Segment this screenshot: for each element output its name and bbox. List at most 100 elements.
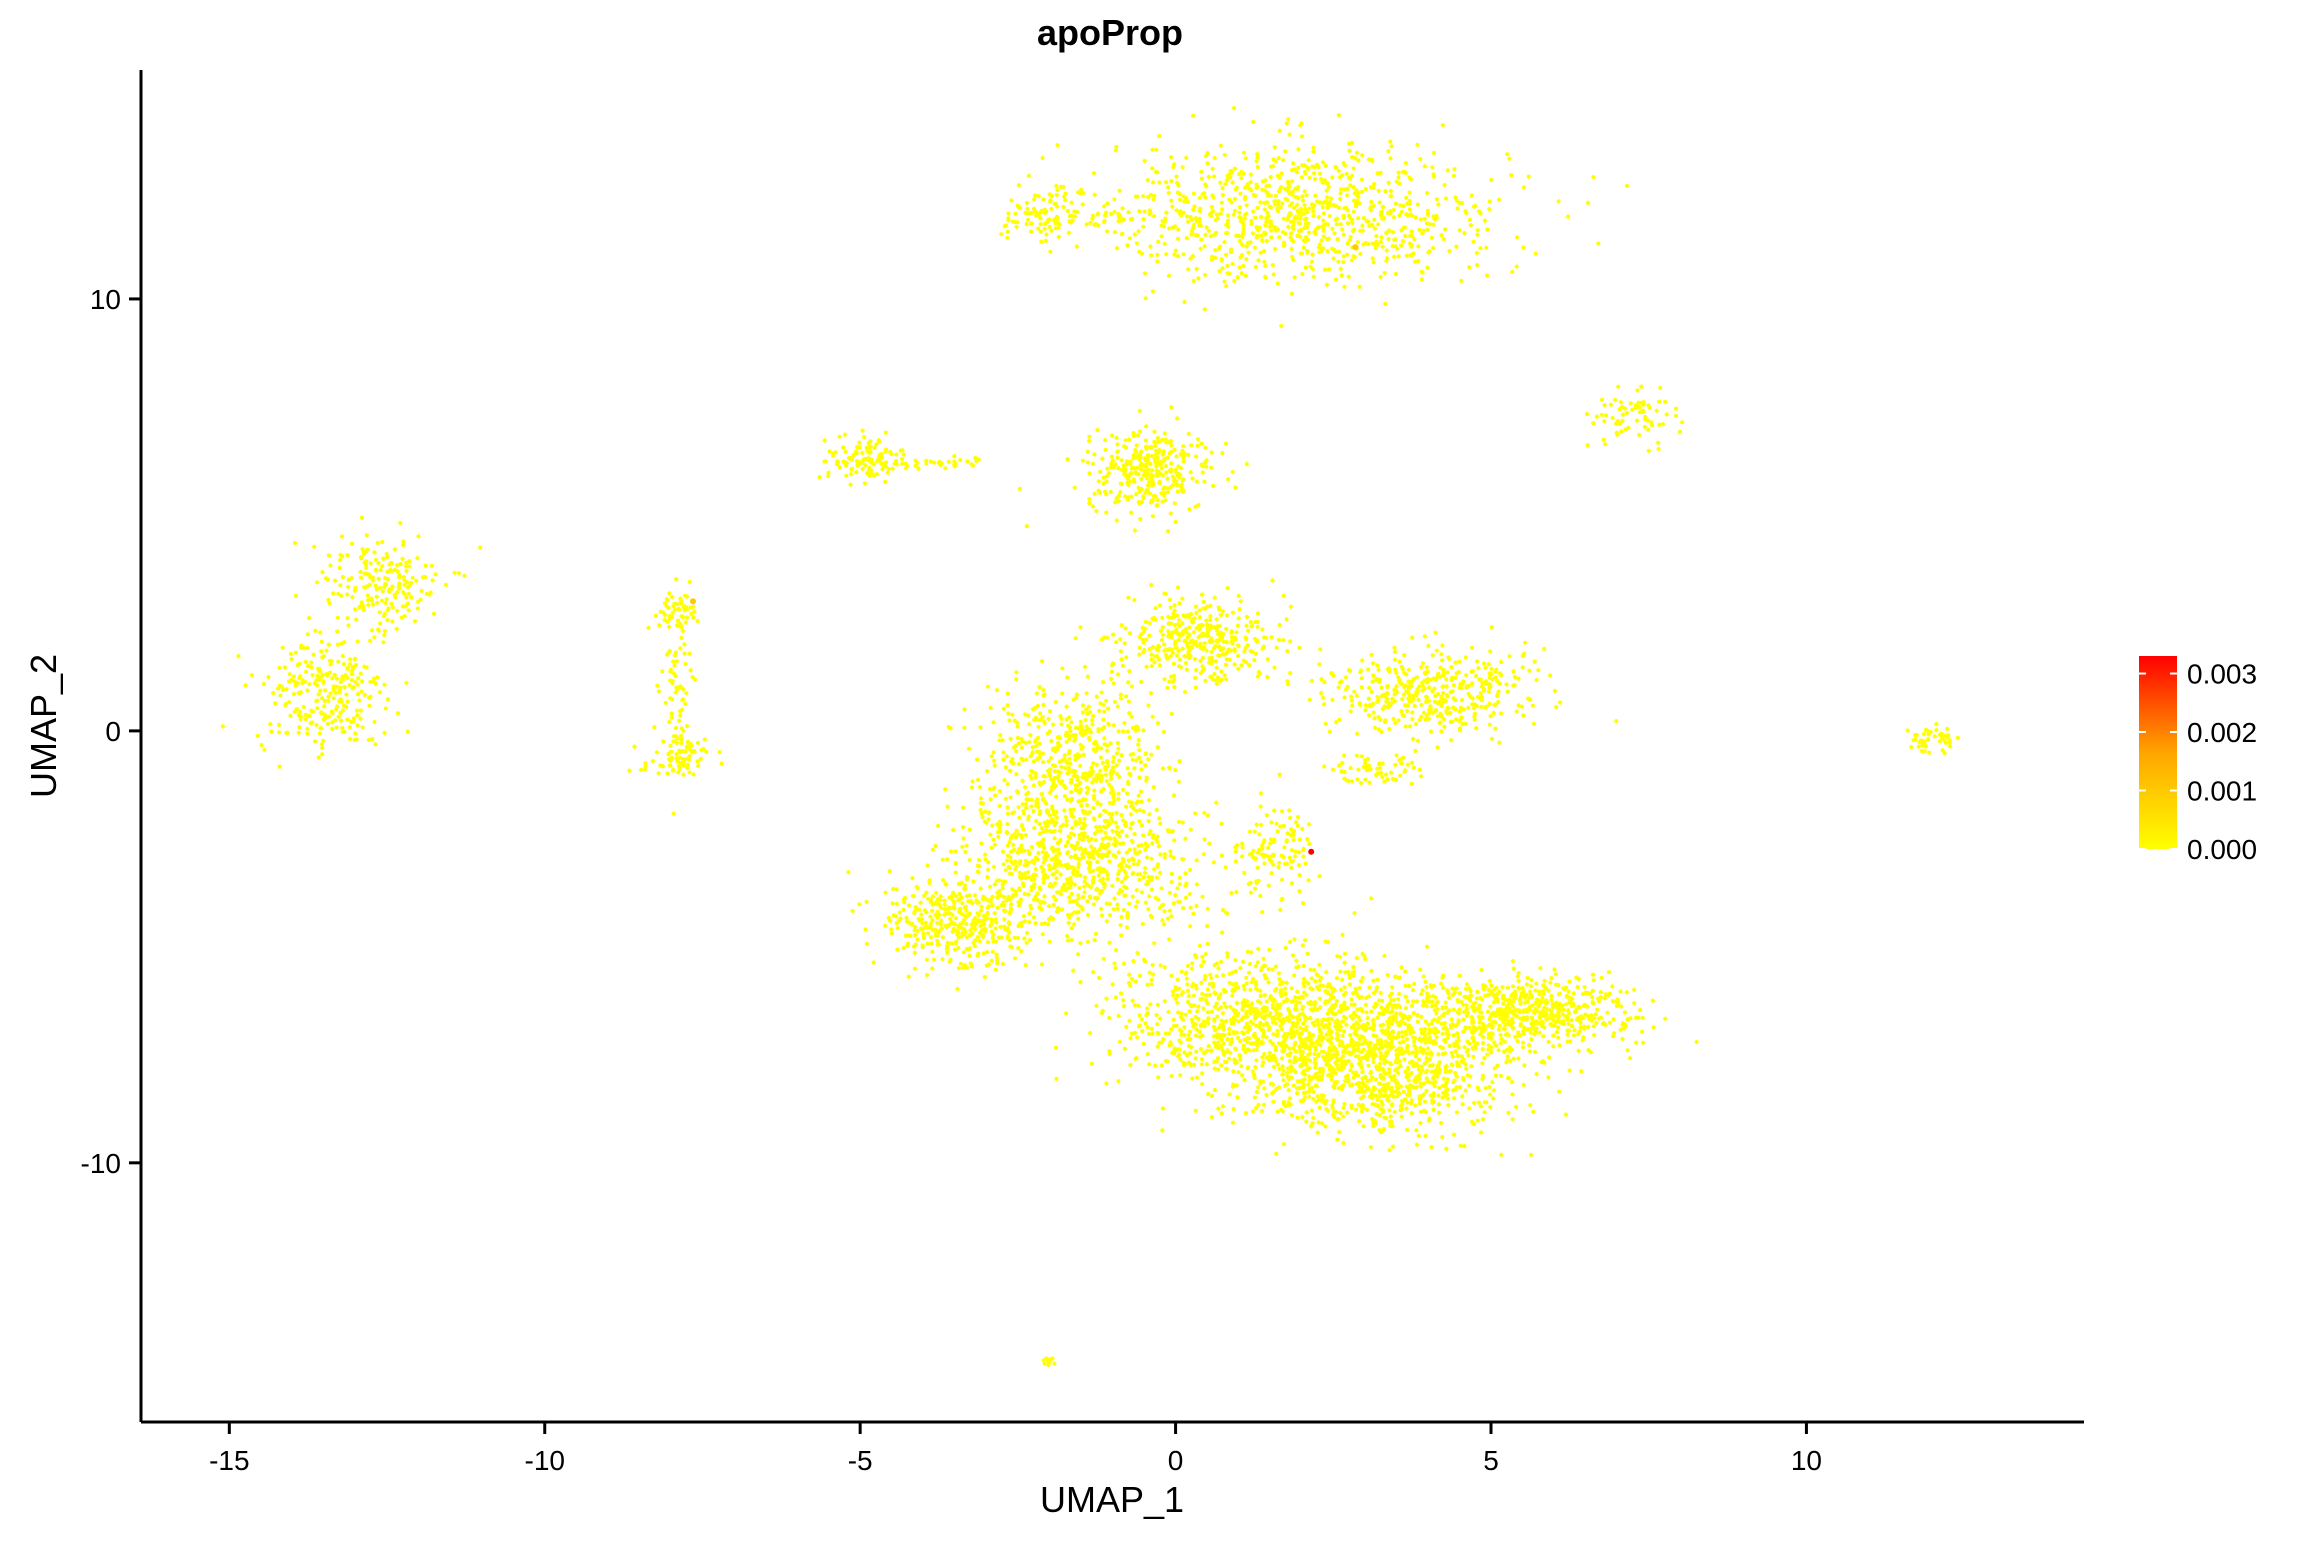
- data-point: [1029, 221, 1034, 226]
- data-point: [1241, 150, 1247, 155]
- data-point: [1090, 504, 1095, 509]
- data-point: [915, 928, 920, 934]
- data-point: [994, 920, 999, 925]
- data-point: [1038, 711, 1043, 716]
- data-point: [1024, 524, 1029, 529]
- data-point: [960, 825, 966, 830]
- data-point: [1232, 166, 1237, 171]
- data-point: [924, 461, 929, 466]
- data-point: [925, 941, 930, 946]
- data-point: [977, 939, 982, 944]
- data-point: [1224, 640, 1229, 645]
- data-point: [1084, 724, 1089, 729]
- data-point: [1335, 237, 1340, 242]
- data-point: [1226, 224, 1231, 229]
- data-point: [1012, 832, 1017, 837]
- data-point: [975, 863, 980, 869]
- data-point: [1482, 218, 1487, 223]
- data-point: [1616, 384, 1621, 389]
- data-point: [410, 575, 415, 580]
- data-point: [1255, 152, 1260, 157]
- data-point: [1453, 660, 1458, 665]
- data-point: [1401, 203, 1406, 209]
- data-point: [1585, 200, 1591, 205]
- data-point: [1102, 213, 1108, 218]
- data-point: [1165, 685, 1170, 690]
- data-point: [1052, 881, 1058, 886]
- data-point: [1071, 774, 1076, 779]
- data-point: [1386, 211, 1391, 216]
- data-point: [1232, 208, 1237, 213]
- data-point: [983, 857, 988, 862]
- data-point: [1224, 657, 1229, 662]
- data-point: [1029, 888, 1034, 893]
- data-point: [1209, 204, 1214, 210]
- data-point: [1422, 634, 1427, 639]
- data-point: [1176, 227, 1181, 232]
- data-point: [1168, 511, 1173, 516]
- data-point: [1159, 234, 1164, 239]
- data-point: [1048, 790, 1053, 796]
- data-point: [883, 460, 888, 465]
- data-point: [1115, 704, 1120, 709]
- data-point: [1264, 813, 1269, 818]
- data-point: [1636, 400, 1641, 405]
- data-point: [1092, 846, 1097, 852]
- data-point: [993, 967, 998, 972]
- data-point: [1474, 673, 1479, 679]
- data-point: [1680, 420, 1685, 425]
- data-point: [1183, 836, 1188, 841]
- data-point: [1118, 637, 1123, 642]
- data-point: [1056, 769, 1061, 774]
- data-point: [1348, 215, 1353, 220]
- data-point: [1218, 634, 1223, 639]
- data-point: [1019, 920, 1024, 925]
- data-point: [1131, 870, 1136, 876]
- data-point: [1394, 688, 1399, 693]
- data-point: [1370, 661, 1376, 666]
- data-point: [1360, 223, 1365, 228]
- data-point: [1025, 930, 1030, 936]
- data-point: [860, 450, 865, 456]
- data-point: [1205, 923, 1210, 929]
- data-point: [1164, 252, 1169, 257]
- data-point: [1068, 728, 1073, 734]
- data-point: [674, 740, 679, 746]
- data-point: [1356, 767, 1361, 772]
- data-point: [963, 849, 968, 855]
- data-point: [1171, 793, 1177, 798]
- data-point: [1087, 710, 1093, 715]
- data-point: [1163, 464, 1168, 469]
- data-point: [401, 542, 406, 548]
- data-point: [1078, 625, 1083, 630]
- data-point: [366, 602, 371, 608]
- data-point: [373, 568, 379, 573]
- data-point: [1388, 156, 1393, 161]
- data-point: [1023, 785, 1028, 790]
- data-point: [1173, 467, 1178, 473]
- data-point: [1173, 519, 1178, 525]
- data-point: [1271, 272, 1276, 277]
- data-point: [1337, 717, 1342, 723]
- data-point: [997, 819, 1002, 825]
- data-point: [406, 591, 411, 597]
- data-point: [1394, 753, 1399, 758]
- data-point: [877, 454, 882, 459]
- data-point: [1457, 228, 1462, 233]
- data-point: [1031, 759, 1036, 764]
- data-point: [331, 696, 336, 701]
- data-point: [279, 684, 284, 689]
- data-point: [1164, 470, 1169, 475]
- data-point: [1162, 677, 1167, 682]
- data-point: [1156, 657, 1161, 662]
- data-point: [986, 962, 992, 967]
- data-point: [1081, 771, 1086, 776]
- data-point: [1066, 766, 1072, 771]
- data-point: [1307, 175, 1312, 181]
- data-point: [915, 937, 920, 942]
- data-point: [689, 743, 694, 749]
- data-point: [957, 882, 962, 887]
- data-point: [1528, 697, 1533, 702]
- data-point: [319, 639, 324, 644]
- data-point: [1051, 894, 1056, 899]
